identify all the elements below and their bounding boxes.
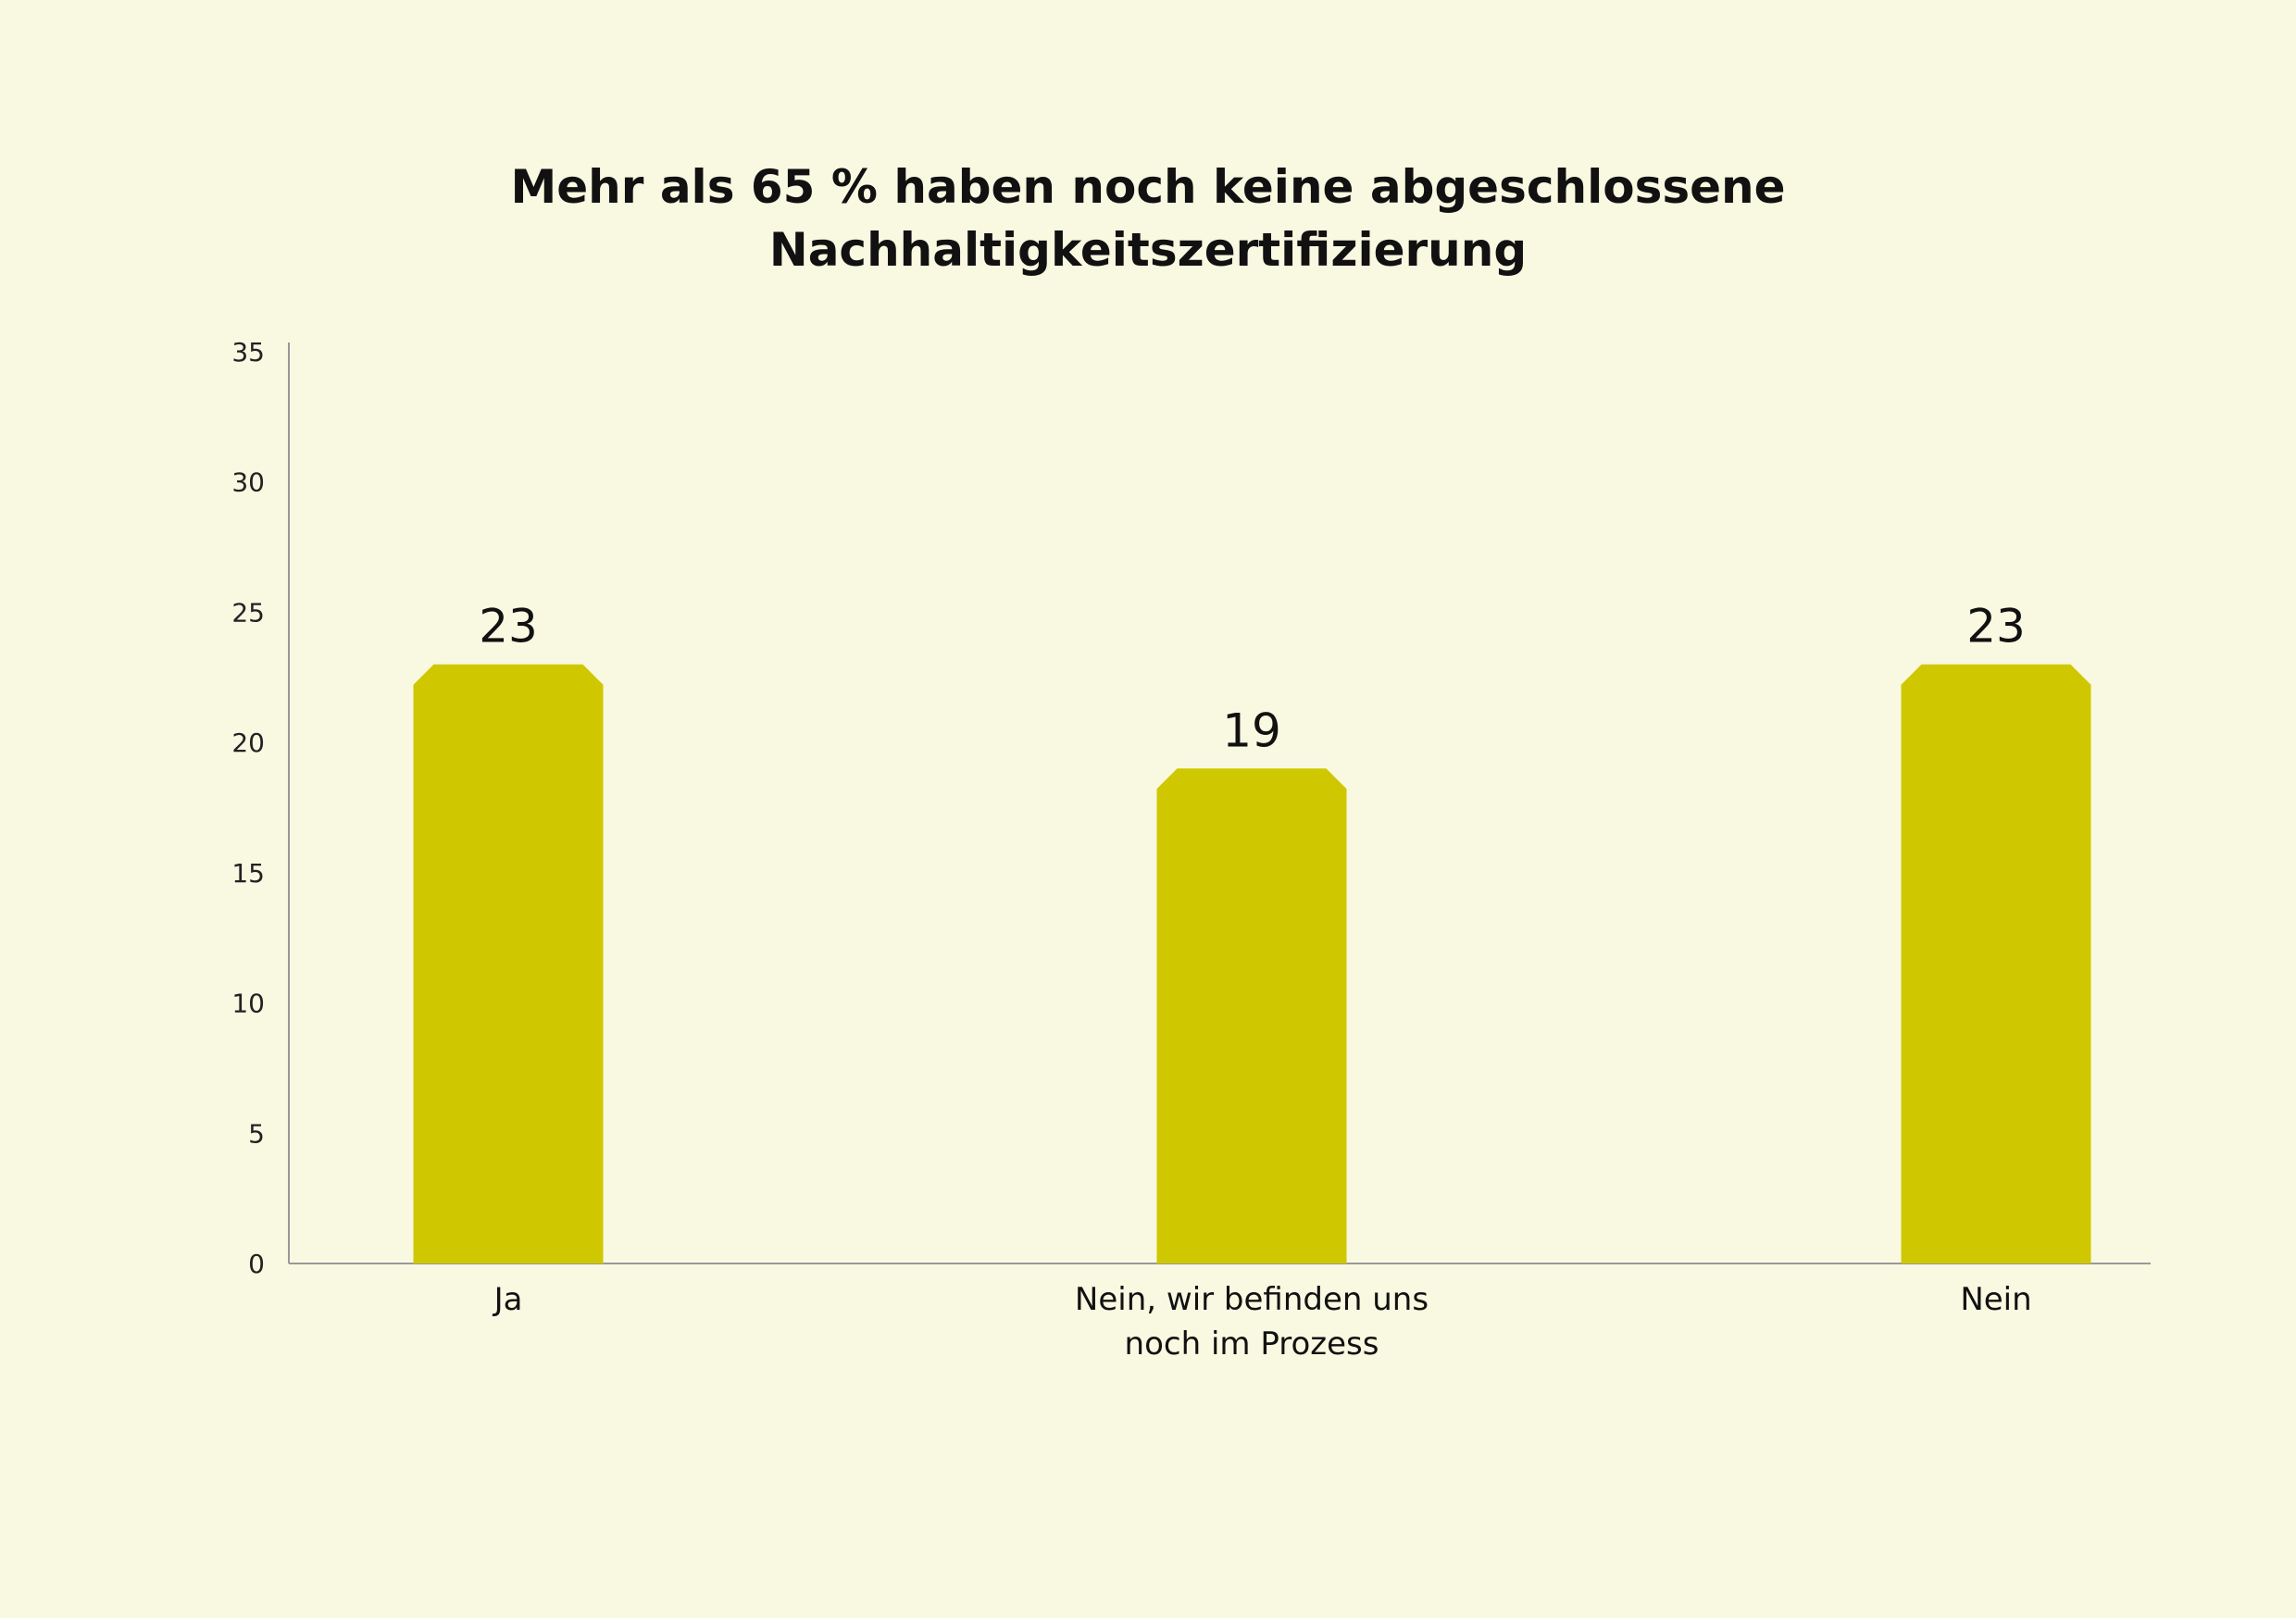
value-label: 19 [1222,703,1281,757]
bar [413,664,604,1263]
y-tick-label: 5 [248,1118,265,1149]
value-label: 23 [479,600,538,653]
x-tick-label: Ja [493,1281,523,1318]
y-tick-label: 20 [231,728,265,758]
y-tick-label: 10 [231,989,265,1019]
x-tick-label: Nein, wir befinden uns noch im Prozess [1074,1281,1429,1363]
y-tick-label: 25 [231,597,265,628]
y-tick-label: 15 [231,858,265,889]
y-tick-label: 30 [231,467,265,498]
bar [1901,664,2091,1263]
x-tick-label: Nein [1960,1281,2032,1318]
y-tick-label: 35 [231,337,265,367]
chart-title: Mehr als 65 % haben noch keine abgeschlo… [510,160,1786,277]
value-label: 23 [1966,600,2026,653]
bar [1156,768,1347,1263]
y-tick-label: 0 [248,1249,265,1279]
